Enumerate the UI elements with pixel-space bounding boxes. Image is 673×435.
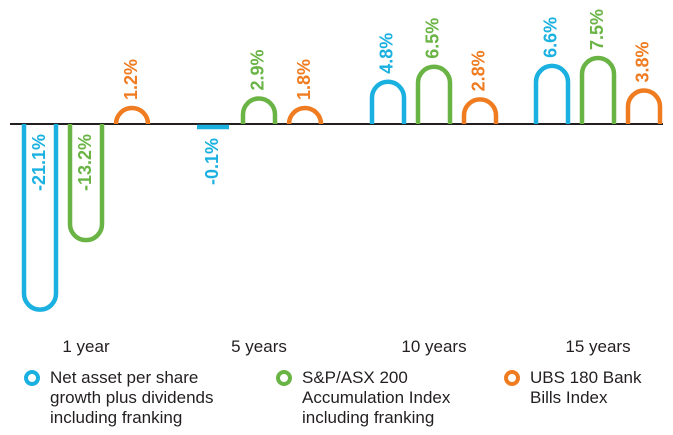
category-label: 10 years <box>401 337 466 356</box>
bar-1-2 <box>286 105 324 125</box>
legend-ring-icon <box>276 370 292 386</box>
data-label: 4.8% <box>377 33 397 74</box>
category-label: 5 years <box>231 337 287 356</box>
category-label: 1 year <box>62 337 110 356</box>
data-label: 1.8% <box>294 59 314 100</box>
bar-2-1 <box>415 64 453 124</box>
chart-legend: Net asset per share growth plus dividend… <box>0 368 673 435</box>
bar-0-0 <box>21 124 59 312</box>
legend-label: Net asset per share growth plus dividend… <box>50 368 214 427</box>
legend-item-nav: Net asset per share growth plus dividend… <box>24 368 213 428</box>
data-label: 2.9% <box>248 49 268 90</box>
data-label: 6.5% <box>423 18 443 59</box>
legend-ring-icon <box>504 370 520 386</box>
data-label: 6.6% <box>541 17 561 58</box>
bar-2-0 <box>369 79 407 124</box>
data-label: -0.1% <box>202 138 222 185</box>
performance-chart: -21.1% -13.2% 1.2% 1 year -0.1% 2.9% 1.8% 5 yea… <box>10 9 663 356</box>
bar-3-2 <box>625 88 663 124</box>
data-label: 3.8% <box>633 42 653 83</box>
bar-3-0 <box>533 63 571 124</box>
legend-label: S&P/ASX 200 Accumulation Index including… <box>302 368 451 427</box>
legend-ring-icon <box>24 370 40 386</box>
bar-0-2 <box>113 105 151 125</box>
data-label: 2.8% <box>469 50 489 91</box>
legend-label: UBS 180 Bank Bills Index <box>530 368 642 407</box>
category-label: 15 years <box>565 337 630 356</box>
data-label: -13.2% <box>75 134 95 191</box>
bar-1-1 <box>240 96 278 124</box>
bar-0-1 <box>67 124 105 243</box>
bar-2-2 <box>461 97 499 124</box>
legend-item-ubs: UBS 180 Bank Bills Index <box>504 368 642 408</box>
data-label: 7.5% <box>587 9 607 50</box>
data-label: 1.2% <box>121 59 141 100</box>
data-label: -21.1% <box>29 134 49 191</box>
legend-item-asx200: S&P/ASX 200 Accumulation Index including… <box>276 368 450 428</box>
bar-3-1 <box>579 55 617 124</box>
